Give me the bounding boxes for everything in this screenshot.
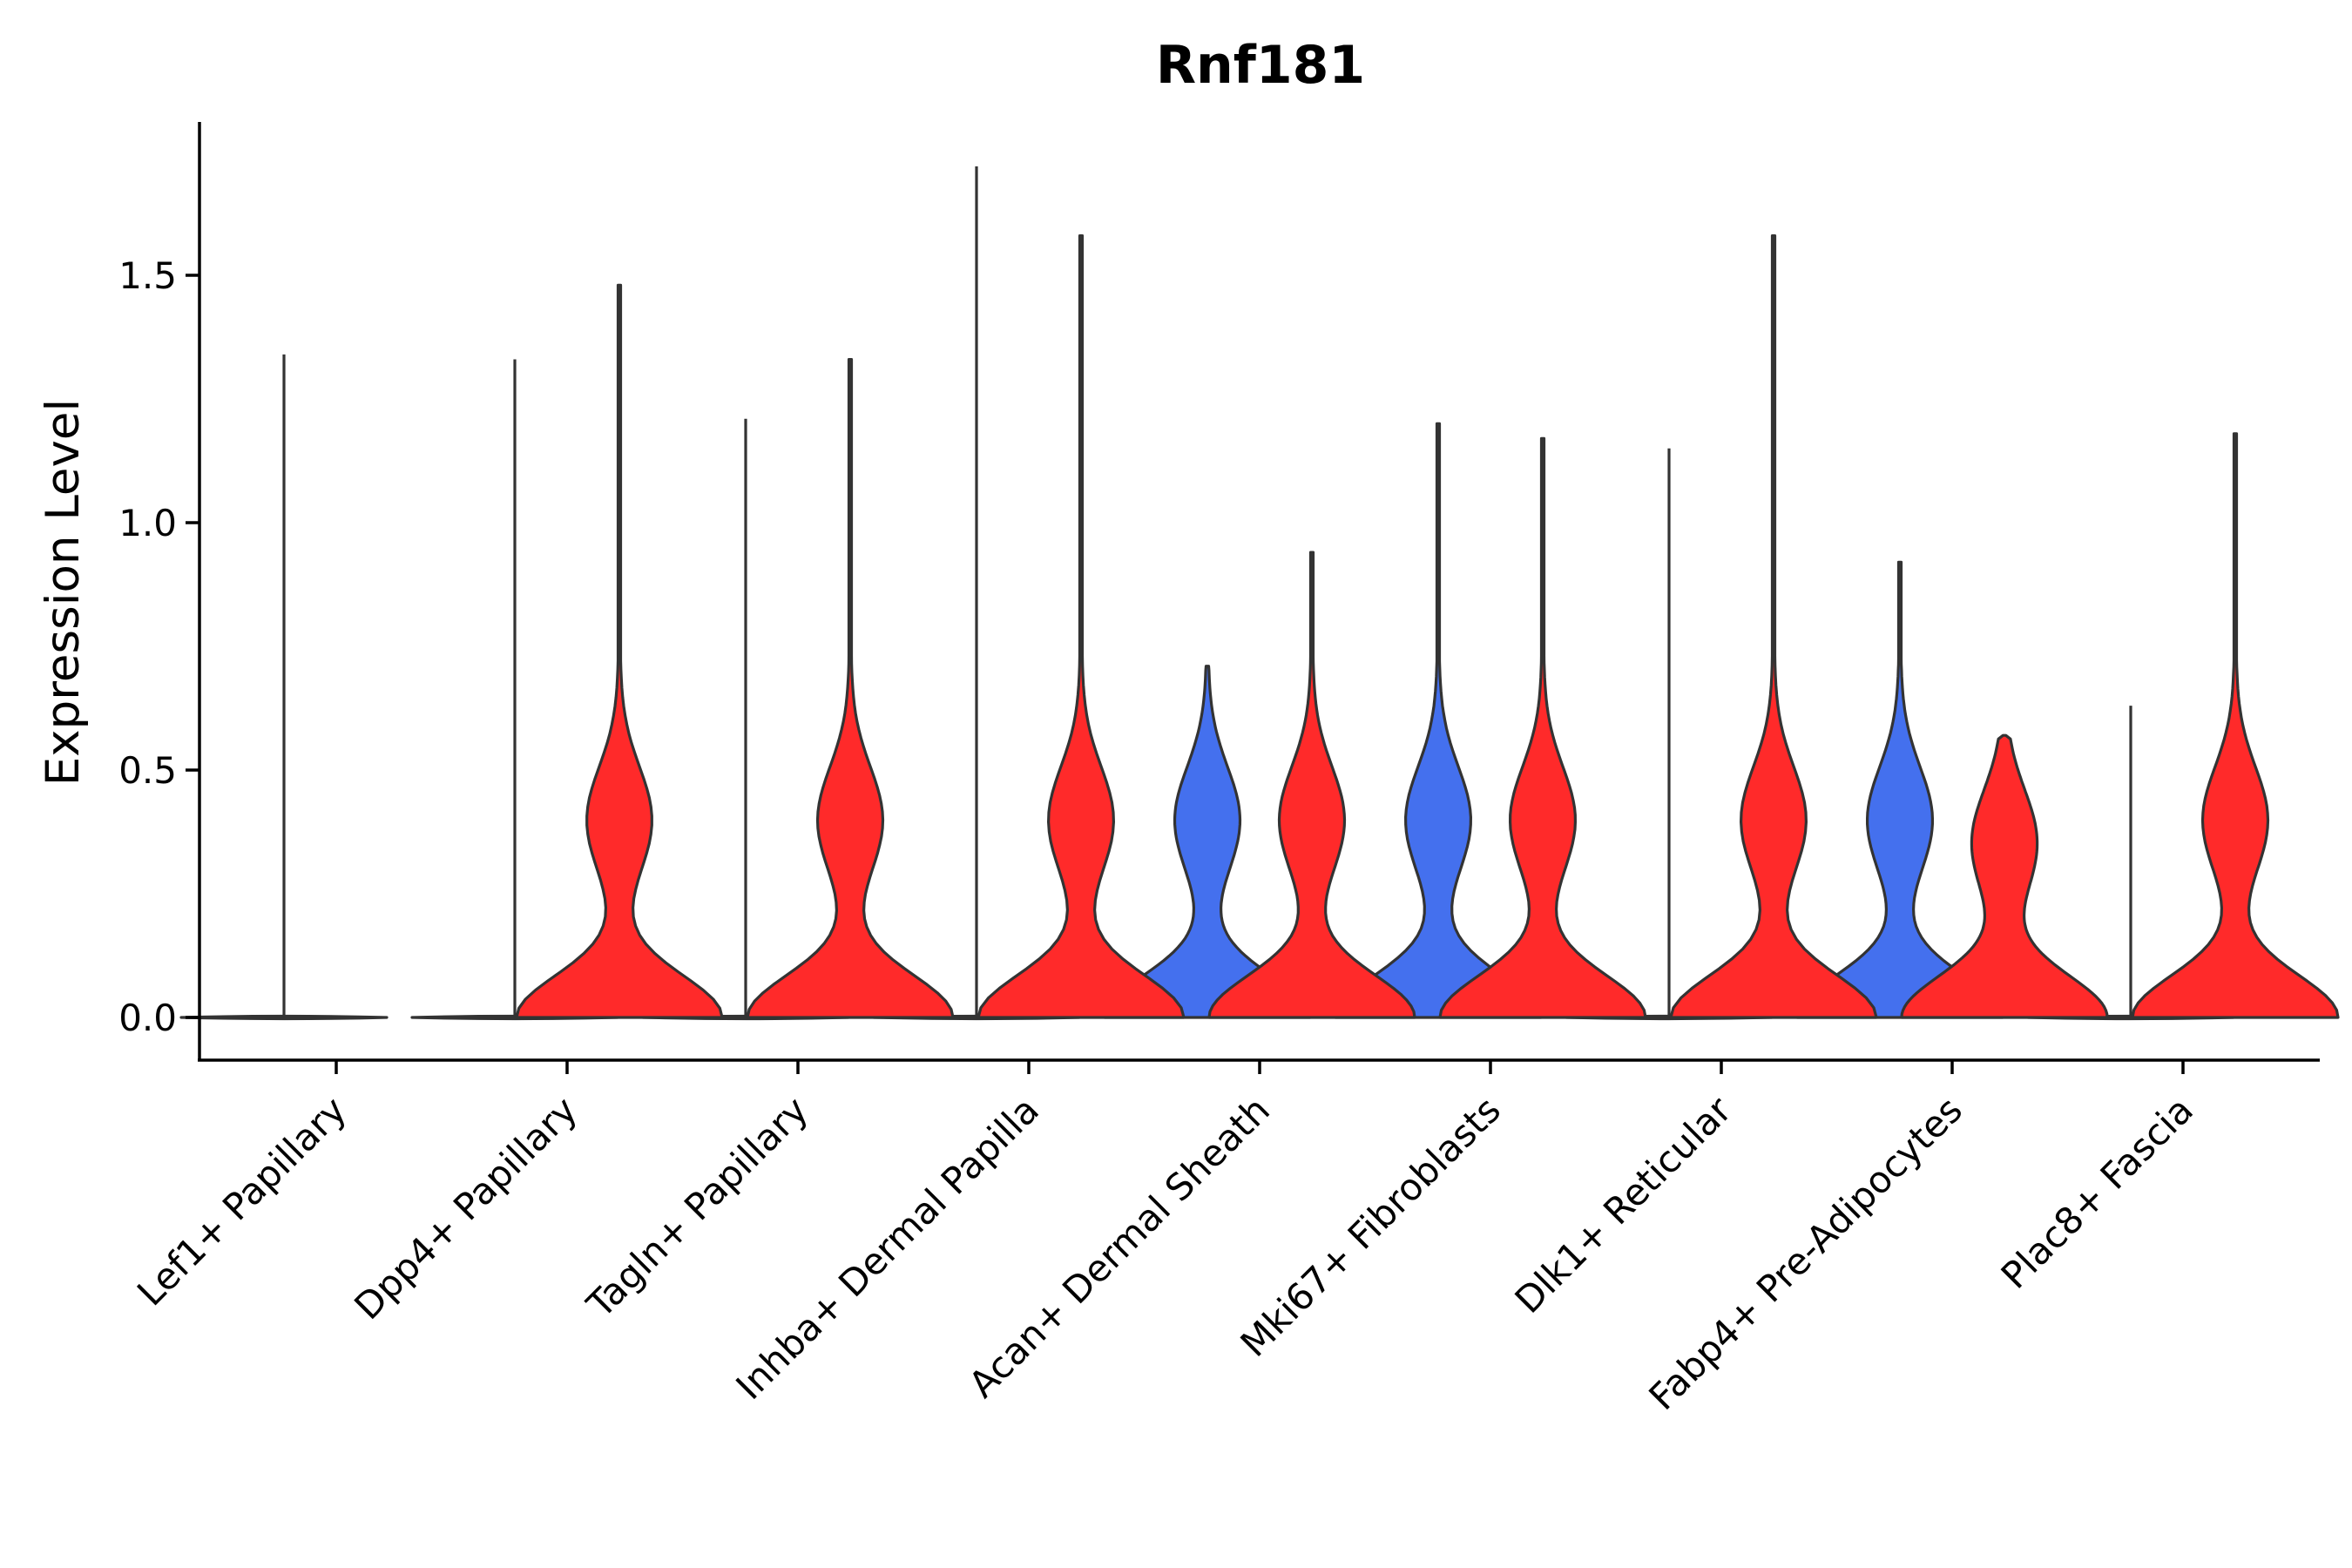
violin-group-2 [977,234,1186,1019]
violin-group-1 [1565,448,1774,1021]
violin-body [1438,436,1647,1019]
violin-group-2 [746,358,955,1019]
y-ticks: 0.0 0.5 1.0 1.5 [118,254,199,1039]
x-tick-label: Dlk1+ Reticular [1507,1088,1740,1321]
violin-group-2 [2131,432,2340,1019]
violin-group-2 [1438,436,1647,1019]
violin-body [179,1014,389,1021]
violin-body [1669,234,1878,1019]
violin-body [1900,733,2109,1019]
violin-body [746,358,955,1019]
violin-body [515,283,724,1019]
violin-group-1 [1334,422,1543,1019]
y-tick-label: 1.0 [118,502,177,544]
violin-group-1 [641,418,850,1021]
violin-group-2 [1669,234,1878,1019]
y-axis-label: Expression Level [37,399,90,786]
violin-group-1 [179,354,389,1021]
violin-layer [179,166,2340,1021]
violin-group-1 [872,166,1081,1021]
violin-group-2 [515,283,724,1019]
x-tick-label: Mki67+ Fibroblasts [1233,1088,1509,1364]
violin-group-2 [1900,733,2109,1019]
y-tick-label: 1.5 [118,254,177,297]
violin-body [977,234,1186,1019]
y-tick-label: 0.0 [118,997,177,1039]
x-tick-label: Tagln+ Papillary [578,1088,816,1326]
x-tick-label: Lef1+ Papillary [129,1088,355,1314]
violin-body [1795,560,2004,1019]
violin-group-2 [1207,551,1416,1019]
chart-title: Rnf181 [1156,35,1365,96]
y-tick-label: 0.5 [118,749,177,792]
x-tick-label: Dpp4+ Papillary [346,1088,585,1328]
violin-group-1 [410,359,619,1021]
violin-body [2131,432,2340,1019]
violin-group-1 [1795,560,2004,1019]
violin-body [1207,551,1416,1019]
x-tick-label: Plac8+ Fascia [1993,1088,2201,1296]
violin-body [1103,665,1312,1019]
violin-group-1 [1103,665,1312,1019]
violin-body [1334,422,1543,1019]
